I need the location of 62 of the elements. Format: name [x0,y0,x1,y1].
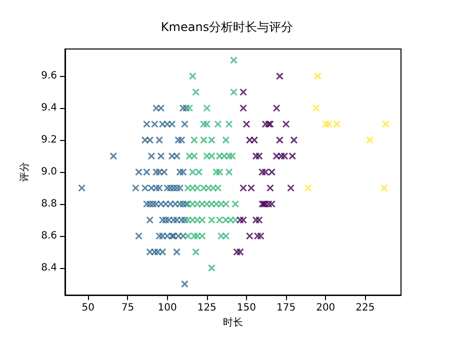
point [264,200,272,208]
y-tick-label: 8.6 [41,230,57,242]
point [282,120,290,128]
point [242,120,250,128]
point [236,216,244,224]
point [233,248,241,256]
y-tick-label: 8.4 [41,262,57,274]
x-tick-label: 125 [197,302,216,314]
point [266,184,274,192]
point [290,136,298,144]
point [240,104,248,112]
point [312,104,320,112]
x-tick-label: 150 [236,302,256,314]
point [254,232,262,240]
point [262,168,270,176]
y-tick-label: 9.0 [41,166,57,178]
x-tick-label: 100 [158,302,177,314]
point [247,184,255,192]
point [322,120,330,128]
point [314,72,322,80]
point [240,216,248,224]
x-tick-label: 225 [356,302,375,314]
point [236,248,244,256]
point [268,200,276,208]
point [287,184,295,192]
point [276,72,284,80]
point [250,136,258,144]
chart-title: Kmeans分析时长与评分 [160,20,294,34]
y-tick-label: 8.8 [41,198,57,210]
point [252,152,260,160]
x-axis-title: 时长 [223,316,243,328]
point [246,136,254,144]
point [272,104,280,112]
point [382,120,390,128]
y-axis-title: 评分 [18,162,30,182]
y-tick-label: 9.4 [41,102,57,114]
x-tick-label: 75 [121,302,134,314]
point [288,152,296,160]
point [276,136,284,144]
point [262,120,270,128]
x-tick-label: 200 [316,302,336,314]
point [278,152,286,160]
point [272,152,280,160]
y-tick-label: 9.6 [41,70,57,82]
point [380,184,388,192]
x-tick-label: 175 [276,302,296,314]
point [255,216,263,224]
point [332,120,340,128]
point [255,152,263,160]
x-tick-label: 50 [82,302,94,314]
point [304,184,312,192]
point [280,152,288,160]
point [256,232,264,240]
point [258,168,266,176]
point [325,120,333,128]
point [246,232,254,240]
point [240,88,248,96]
point [252,216,260,224]
y-tick-label: 9.2 [41,134,57,146]
point [240,184,248,192]
point [268,168,276,176]
point [366,136,374,144]
